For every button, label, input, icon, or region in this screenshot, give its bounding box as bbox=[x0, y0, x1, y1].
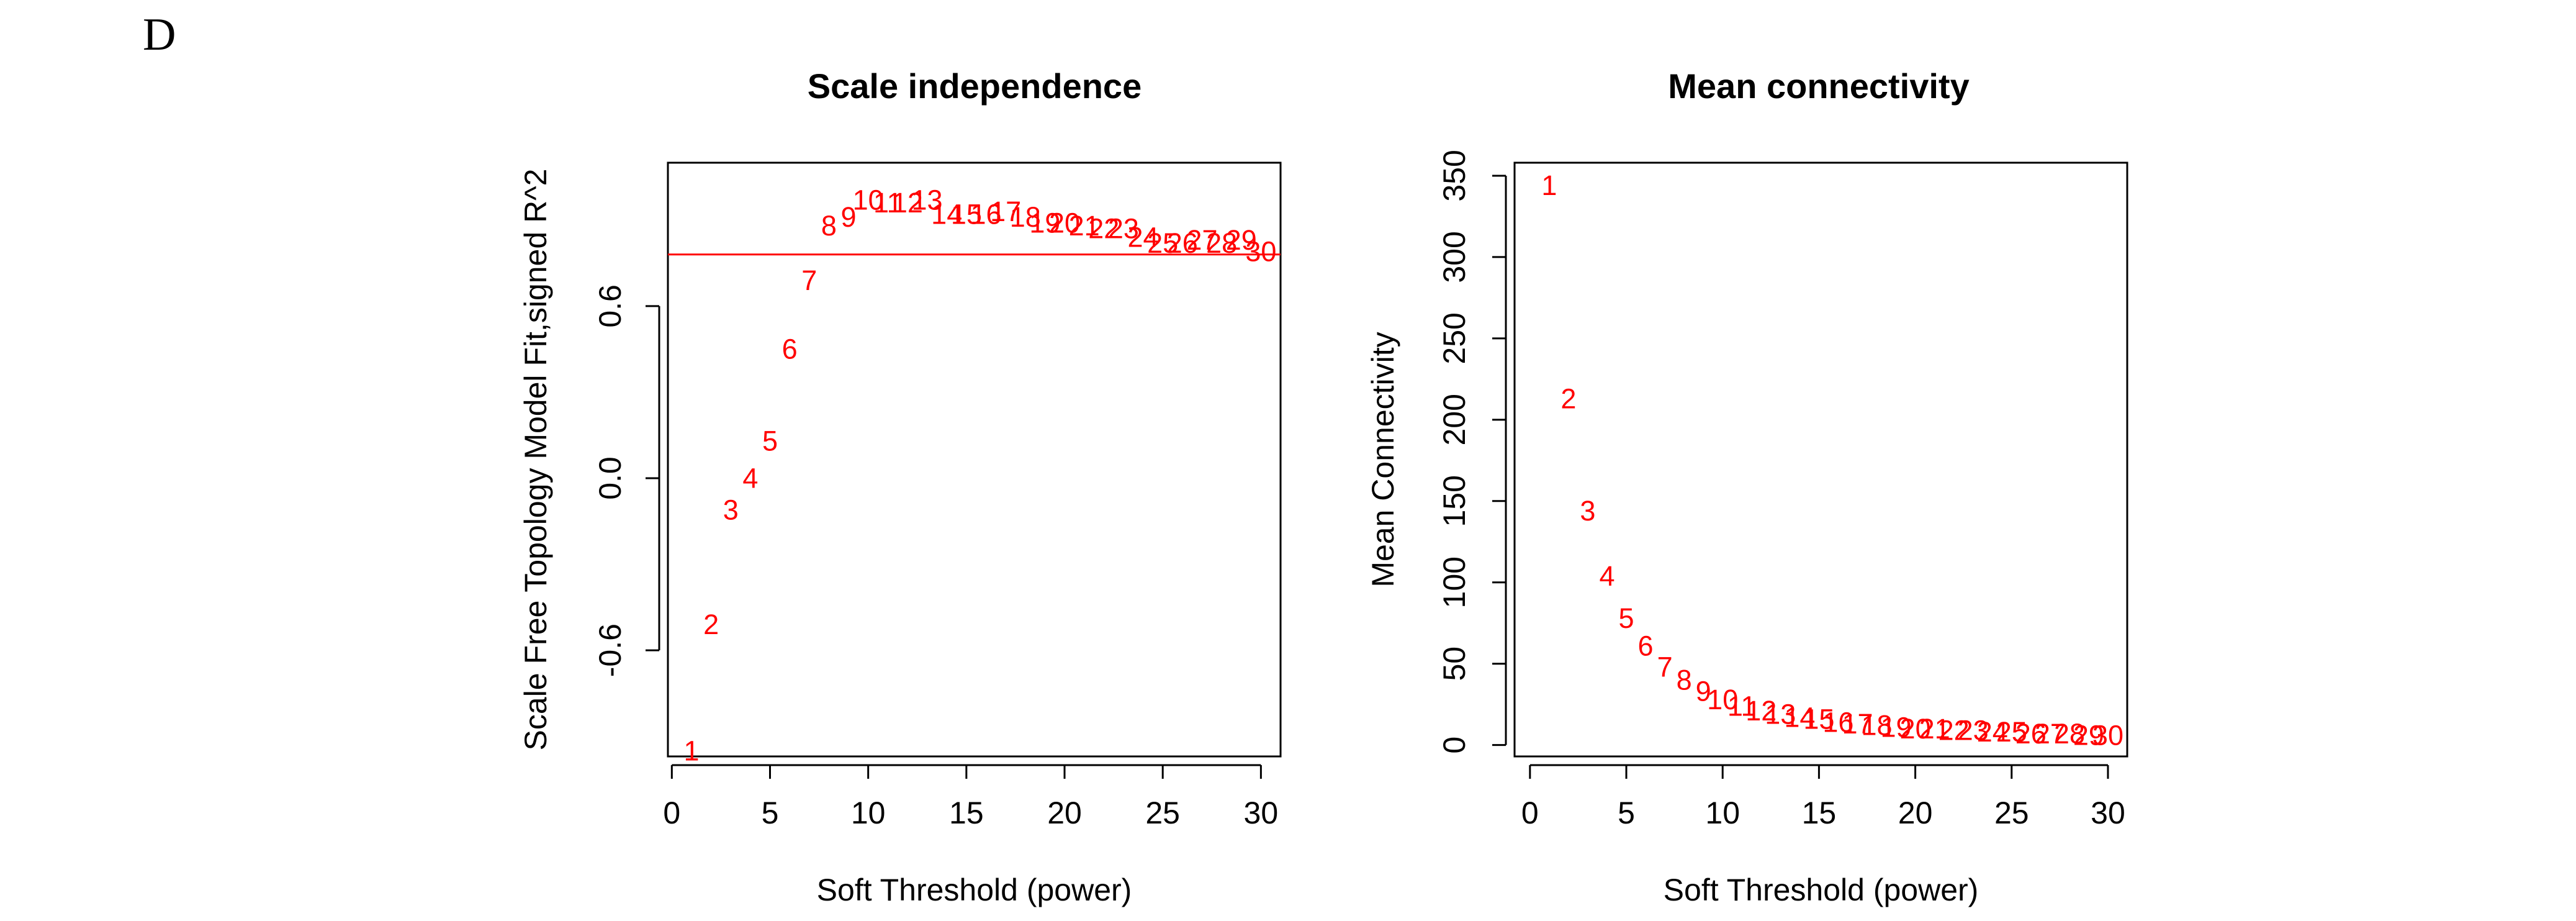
x-axis-label: Soft Threshold (power) bbox=[1664, 873, 1979, 907]
data-point-label: 21 bbox=[1069, 210, 1100, 242]
data-point-label: 29 bbox=[1226, 224, 1257, 256]
chart-title: Mean connectivity bbox=[1668, 66, 1969, 106]
x-tick-label: 30 bbox=[2091, 796, 2125, 830]
data-point-label: 17 bbox=[1842, 708, 1873, 740]
data-point-label: 26 bbox=[2015, 718, 2047, 750]
data-point-label: 2 bbox=[1560, 383, 1576, 414]
x-tick-label: 5 bbox=[762, 796, 779, 830]
data-point-label: 24 bbox=[1977, 716, 2008, 748]
data-point-label: 9 bbox=[841, 201, 857, 233]
x-tick-label: 10 bbox=[851, 796, 886, 830]
data-point-label: 16 bbox=[1822, 706, 1853, 738]
x-tick-label: 5 bbox=[1618, 796, 1635, 830]
data-point-label: 19 bbox=[1881, 711, 1912, 743]
data-point-label: 2 bbox=[703, 609, 719, 640]
data-point-label: 25 bbox=[1147, 227, 1178, 259]
data-point-label: 13 bbox=[1765, 698, 1796, 730]
data-point-label: 29 bbox=[2073, 719, 2104, 751]
data-point-label: 15 bbox=[1803, 703, 1834, 735]
y-tick-label: 0.6 bbox=[593, 284, 628, 328]
data-point-label: 3 bbox=[1580, 495, 1595, 527]
data-point-label: 17 bbox=[990, 196, 1021, 227]
data-point-label: 5 bbox=[1619, 602, 1634, 634]
data-point-label: 23 bbox=[1108, 213, 1139, 245]
panel-label: D bbox=[143, 9, 176, 60]
x-tick-label: 30 bbox=[1244, 796, 1279, 830]
data-point-label: 13 bbox=[912, 184, 943, 216]
x-tick-label: 0 bbox=[663, 796, 680, 830]
data-point-label: 22 bbox=[1939, 715, 1970, 746]
data-point-label: 19 bbox=[1029, 207, 1060, 238]
data-point-label: 30 bbox=[1245, 236, 1276, 268]
y-tick-label: 50 bbox=[1437, 647, 1472, 681]
y-tick-label: 250 bbox=[1437, 312, 1472, 364]
data-point-label: 4 bbox=[742, 463, 758, 494]
x-tick-label: 0 bbox=[1521, 796, 1539, 830]
y-tick-label: 350 bbox=[1437, 150, 1472, 201]
data-point-label: 24 bbox=[1128, 222, 1159, 253]
data-point-label: 18 bbox=[1010, 201, 1041, 233]
data-point-label: 1 bbox=[1541, 170, 1557, 201]
data-point-label: 11 bbox=[1727, 690, 1757, 722]
data-point-label: 8 bbox=[1677, 664, 1692, 696]
chart-title: Scale independence bbox=[808, 66, 1142, 106]
data-point-label: 25 bbox=[1996, 716, 2027, 748]
data-point-label: 22 bbox=[1088, 213, 1119, 245]
x-tick-label: 25 bbox=[1994, 796, 2029, 830]
x-tick-label: 20 bbox=[1898, 796, 1933, 830]
data-point-label: 14 bbox=[931, 199, 962, 230]
data-point-label: 12 bbox=[892, 187, 923, 219]
y-tick-label: 300 bbox=[1437, 231, 1472, 283]
y-axis-label: Mean Connectivity bbox=[1366, 332, 1400, 587]
data-point-label: 21 bbox=[1919, 713, 1950, 745]
y-tick-label: 150 bbox=[1437, 475, 1472, 527]
data-point-label: 11 bbox=[873, 187, 903, 219]
data-point-label: 28 bbox=[2054, 718, 2085, 750]
plot-frame bbox=[667, 161, 1282, 758]
data-point-label: 7 bbox=[1657, 651, 1673, 683]
x-axis-label: Soft Threshold (power) bbox=[817, 873, 1132, 907]
x-tick-label: 15 bbox=[1802, 796, 1837, 830]
y-tick-label: 0.0 bbox=[593, 456, 628, 500]
data-point-label: 6 bbox=[1638, 630, 1654, 661]
data-point-label: 30 bbox=[2092, 719, 2123, 751]
plot-frame bbox=[1513, 161, 2128, 758]
data-point-label: 16 bbox=[970, 199, 1001, 230]
data-point-label: 18 bbox=[1861, 710, 1892, 742]
x-tick-label: 15 bbox=[949, 796, 984, 830]
y-tick-label: 200 bbox=[1437, 394, 1472, 445]
data-point-label: 20 bbox=[1900, 713, 1931, 745]
y-axis-label: Scale Free Topology Model Fit,signed R^2 bbox=[518, 169, 553, 751]
data-point-label: 14 bbox=[1784, 702, 1815, 733]
x-tick-label: 25 bbox=[1145, 796, 1180, 830]
data-point-label: 4 bbox=[1599, 560, 1615, 592]
data-point-label: 23 bbox=[1958, 715, 1989, 746]
data-point-label: 6 bbox=[782, 333, 798, 365]
data-point-label: 26 bbox=[1167, 227, 1198, 259]
data-point-label: 3 bbox=[723, 494, 739, 525]
y-tick-label: -0.6 bbox=[593, 624, 628, 677]
data-point-label: 27 bbox=[1186, 224, 1217, 256]
data-point-label: 27 bbox=[2035, 718, 2066, 750]
data-point-label: 1 bbox=[683, 735, 699, 766]
data-point-label: 10 bbox=[1707, 684, 1738, 715]
data-point-label: 5 bbox=[762, 425, 778, 456]
data-point-label: 12 bbox=[1745, 695, 1777, 727]
x-tick-label: 10 bbox=[1705, 796, 1740, 830]
data-point-label: 20 bbox=[1049, 207, 1080, 238]
data-point-label: 15 bbox=[951, 199, 982, 230]
data-point-label: 9 bbox=[1696, 676, 1711, 707]
x-tick-label: 20 bbox=[1047, 796, 1082, 830]
y-tick-label: 100 bbox=[1437, 556, 1472, 608]
data-point-label: 28 bbox=[1206, 227, 1237, 259]
data-point-label: 8 bbox=[821, 210, 837, 242]
data-point-label: 10 bbox=[853, 184, 884, 216]
data-point-label: 7 bbox=[801, 265, 817, 296]
y-tick-label: 0 bbox=[1437, 737, 1472, 754]
